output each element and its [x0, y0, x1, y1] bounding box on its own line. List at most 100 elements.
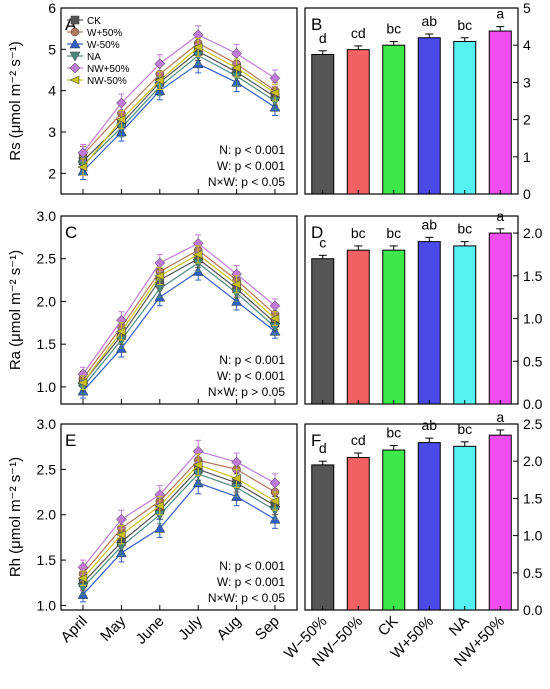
significance-letter: d	[319, 30, 327, 46]
bar	[382, 44, 406, 195]
legend-entry: NW-50%	[87, 76, 127, 87]
legend-entry: CK	[87, 16, 101, 27]
significance-letter: ab	[421, 13, 437, 29]
significance-letter: bc	[457, 221, 472, 237]
significance-letter: c	[319, 234, 326, 250]
stat-annotation: W: p < 0.001	[217, 575, 285, 589]
y-tick-label: 3.0	[37, 208, 57, 224]
x-tick-label: Aug	[214, 613, 245, 644]
bar-category-label: CK	[375, 613, 402, 640]
panel-frame	[304, 423, 519, 611]
y-tick-label: 1.0	[523, 528, 543, 544]
data-point	[269, 72, 281, 84]
line-panel-C: C 1.0 1.5 2.0 2.5 3.0 Ra (μmol m⁻² s⁻¹) N: p < …	[7, 208, 298, 405]
bar	[311, 464, 335, 611]
series-line	[82, 258, 276, 384]
stat-annotation: N: p < 0.001	[219, 143, 285, 157]
legend-marker	[69, 62, 81, 74]
legend-marker	[69, 51, 81, 62]
data-point	[230, 279, 241, 289]
y-tick-label: 1.5	[523, 490, 543, 506]
panel-letter: B	[311, 15, 322, 34]
y-tick-label: 2.0	[523, 453, 543, 469]
data-point	[269, 300, 281, 312]
y-tick-label: 1.0	[37, 379, 57, 395]
y-tick-label: 1.5	[37, 552, 57, 568]
x-tick-label: Sep	[252, 613, 283, 644]
data-point	[116, 513, 127, 525]
y-tick-label: 3.0	[37, 416, 57, 432]
y-tick-label: 2	[48, 165, 56, 181]
data-point	[192, 460, 203, 470]
panel-letter: D	[311, 223, 323, 242]
data-point	[154, 522, 166, 533]
y-tick-label: 1.5	[37, 336, 57, 352]
series-line	[82, 63, 276, 172]
significance-letter: d	[319, 440, 327, 456]
bar-category-label: NA	[446, 613, 473, 640]
y-tick-label: 1.5	[523, 268, 543, 284]
significance-letter: ab	[421, 216, 437, 232]
stat-annotation: N: p < 0.001	[219, 353, 285, 367]
series-line	[82, 249, 276, 379]
y-tick-label: 2	[523, 112, 531, 128]
bar	[453, 245, 477, 405]
x-tick-label: July	[175, 612, 206, 643]
significance-letter: bc	[386, 425, 401, 441]
significance-letter: bc	[386, 20, 401, 36]
bar	[453, 445, 477, 611]
significance-letter: ab	[421, 417, 437, 433]
legend-marker	[70, 15, 80, 25]
series-line	[82, 54, 276, 166]
line-panel-E: E 1.0 1.5 2.0 2.5 3.0 Rh (μmol m⁻² s⁻¹) N: p < …	[7, 416, 298, 613]
data-point	[231, 48, 242, 59]
bar-panel-B: B 0 1 2 3 4 5 d cd bc ab bc a	[304, 0, 531, 202]
significance-letter: cd	[351, 25, 366, 41]
series-line	[82, 450, 276, 568]
bar-panel-F: F 0.0 0.5 1.0 1.5 2.0 2.5 d cd bc ab bc a	[304, 409, 543, 618]
data-point	[115, 326, 126, 336]
y-tick-label: 2.5	[523, 416, 543, 432]
y-tick-label: 2.5	[37, 461, 57, 477]
stat-annotation: N×W: p < 0.05	[208, 591, 285, 605]
y-tick-label: 1	[523, 149, 531, 165]
y-tick-label: 3	[523, 74, 531, 90]
y-tick-label: 0.0	[523, 602, 543, 618]
y-tick-label: 0.5	[523, 565, 543, 581]
series-line	[82, 253, 276, 383]
data-point	[116, 97, 127, 109]
y-tick-label: 2.0	[523, 225, 543, 241]
significance-letter: cd	[351, 432, 366, 448]
significance-letter: bc	[457, 421, 472, 437]
y-tick-label: 0.5	[523, 353, 543, 369]
significance-letter: bc	[386, 225, 401, 241]
legend-entry: W-50%	[87, 40, 120, 51]
y-tick-label: 5	[523, 0, 531, 16]
y-axis-label: Rs (μmol m⁻² s⁻¹)	[7, 41, 24, 160]
series-line	[82, 262, 276, 388]
data-point	[269, 88, 280, 98]
bar	[382, 449, 406, 611]
series-line	[82, 459, 276, 575]
data-point	[154, 75, 165, 85]
data-point	[77, 162, 88, 172]
panel-frame	[60, 423, 298, 611]
data-point	[154, 257, 166, 269]
data-point	[192, 42, 203, 52]
panel-frame	[60, 215, 298, 405]
data-point	[269, 496, 280, 506]
series-line	[82, 242, 276, 375]
data-point	[77, 378, 88, 388]
series-line	[82, 482, 276, 595]
stat-annotation: W: p < 0.001	[217, 369, 285, 383]
bar	[346, 456, 370, 611]
bar	[488, 434, 512, 611]
panel-frame	[60, 7, 298, 195]
y-tick-label: 2.5	[37, 251, 57, 267]
y-tick-label: 2.0	[37, 507, 57, 523]
bar-panel-D: D 0.0 0.5 1.0 1.5 2.0 c bc bc ab bc a	[304, 208, 543, 412]
